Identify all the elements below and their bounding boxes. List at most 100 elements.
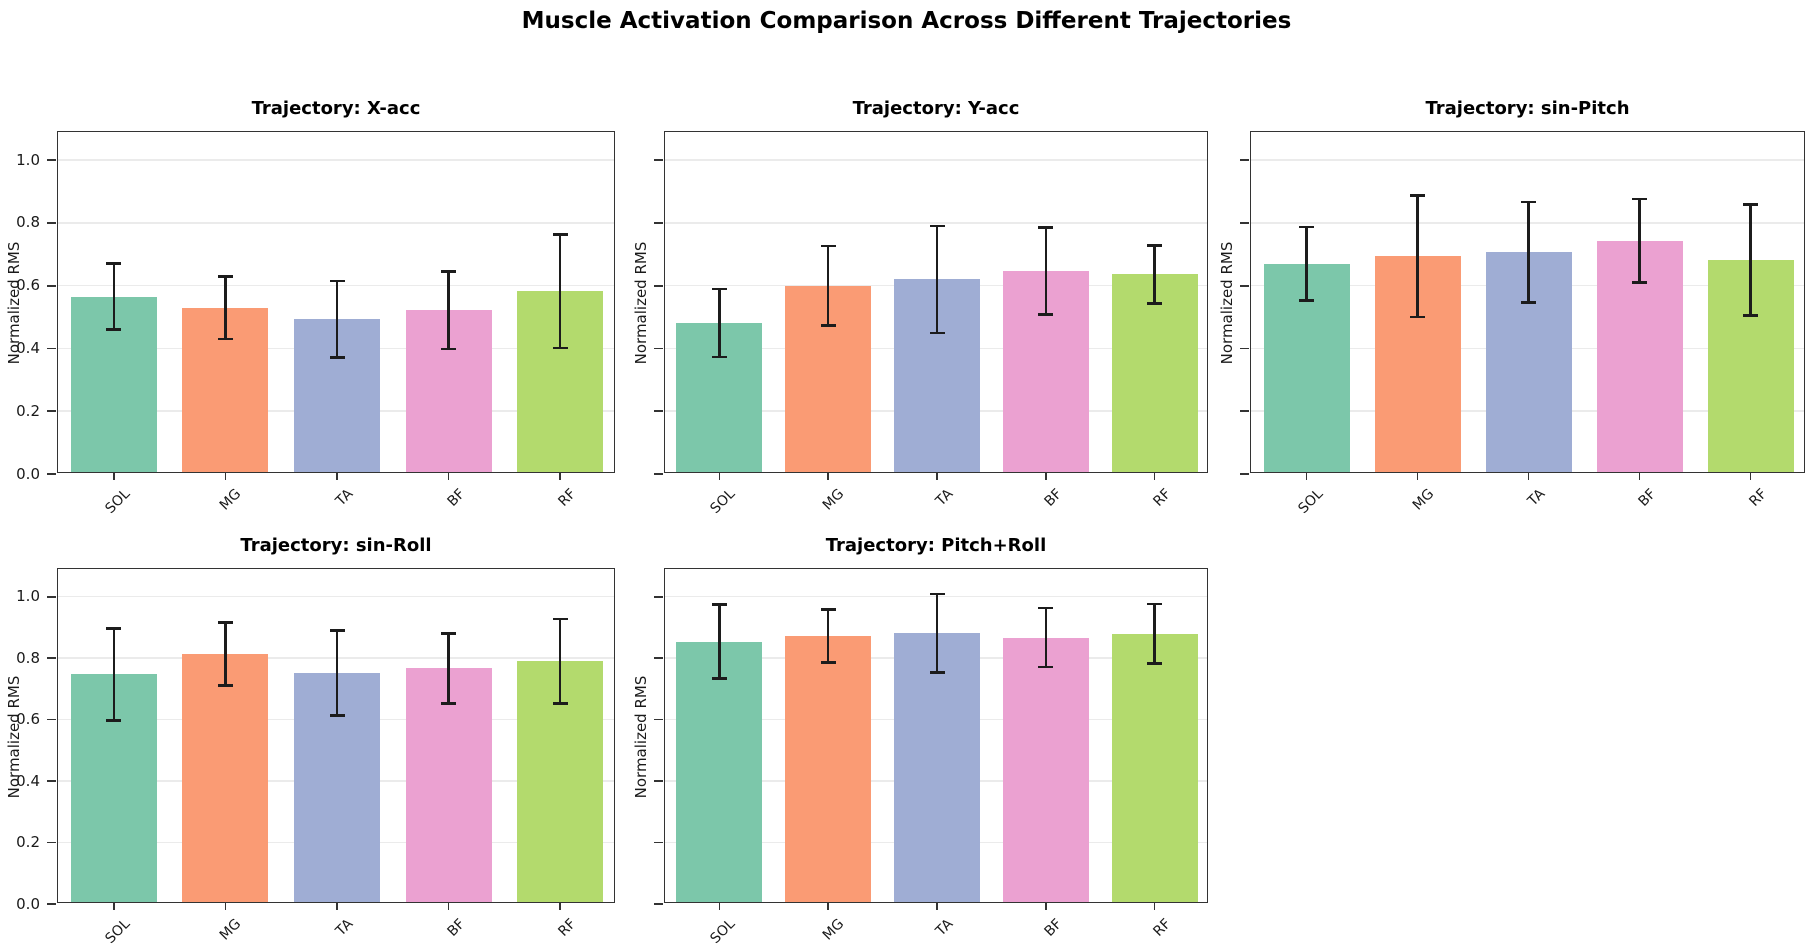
error-bar-cap — [441, 631, 457, 635]
bar-rf — [1111, 274, 1198, 473]
y-tick-mark — [47, 780, 57, 782]
x-tick-label-sol: SOL — [707, 916, 739, 947]
x-tick-label-rf: RF — [555, 916, 580, 940]
x-tick-mark — [559, 902, 562, 911]
bar-mg — [182, 654, 269, 903]
y-tick-mark — [47, 595, 57, 598]
error-bar-cap — [1038, 226, 1054, 229]
error-bar-mg — [1416, 195, 1419, 317]
y-tick-label: 0.4 — [16, 771, 40, 790]
y-tick-label: 0.4 — [16, 338, 40, 357]
error-bar-bf — [447, 633, 450, 704]
x-tick-label-rf: RF — [1745, 486, 1770, 510]
y-tick-mark — [1240, 347, 1250, 350]
error-bar-cap — [1743, 203, 1758, 206]
gridline — [665, 222, 1207, 224]
figure-title: Muscle Activation Comparison Across Diff… — [521, 8, 1292, 34]
x-tick-label-mg: MG — [217, 916, 245, 944]
gridline — [58, 595, 614, 598]
y-tick-mark — [47, 284, 57, 287]
subplot-trajectory-y-acc: Trajectory: Y-acc Normalized RMS SOL MG TA BF… — [632, 98, 1208, 517]
error-bar-cap — [820, 608, 836, 611]
y-tick-mark — [654, 718, 664, 721]
error-bar-mg — [827, 609, 830, 663]
y-tick-mark — [47, 903, 57, 905]
error-bar-rf — [559, 619, 562, 704]
bar-bf — [1002, 637, 1089, 903]
error-bar-cap — [1410, 315, 1425, 319]
subplot-trajectory-x-acc: Trajectory: X-acc Normalized RMS 0.0 0.2 0.4… — [5, 98, 615, 517]
y-tick-label: 0.8 — [16, 213, 40, 232]
error-bar-cap — [711, 677, 727, 680]
x-tick-label-rf: RF — [555, 486, 580, 510]
x-tick-label-mg: MG — [819, 486, 848, 514]
x-tick-mark — [559, 472, 562, 481]
x-tick-mark — [827, 902, 830, 911]
error-bar-cap — [1038, 312, 1054, 316]
error-bar-sol — [718, 604, 721, 679]
y-tick-label: 1.0 — [16, 587, 40, 606]
x-tick-mark — [224, 472, 227, 481]
x-tick-label-sol: SOL — [102, 486, 134, 517]
error-bar-cap — [711, 355, 727, 359]
error-bar-cap — [217, 684, 233, 687]
x-tick-mark — [112, 472, 115, 481]
y-tick-mark — [654, 903, 664, 905]
bar-bf — [405, 668, 492, 903]
error-bar-cap — [1632, 197, 1647, 201]
error-bar-cap — [1521, 301, 1536, 304]
error-bar-cap — [329, 713, 345, 717]
bar-mg — [785, 636, 872, 903]
error-bar-cap — [106, 719, 122, 722]
y-tick-label: 0.0 — [16, 464, 40, 483]
y-tick-mark — [654, 159, 664, 162]
x-tick-mark — [1749, 472, 1752, 481]
error-bar-cap — [711, 603, 727, 606]
x-tick-mark — [936, 472, 938, 481]
y-tick-label: 0.8 — [16, 648, 40, 667]
y-tick-mark — [47, 473, 57, 475]
y-tick-label: 0.6 — [16, 276, 40, 295]
error-bar-mg — [224, 622, 227, 686]
error-bar-sol — [1305, 227, 1308, 301]
y-tick-label: 0.2 — [16, 833, 40, 852]
x-tick-mark — [224, 902, 227, 911]
error-bar-cap — [1038, 606, 1054, 610]
y-axis-label: Normalized RMS — [632, 675, 650, 798]
x-tick-mark — [1044, 902, 1047, 911]
error-bar-cap — [1299, 299, 1314, 302]
error-bar-cap — [1743, 314, 1758, 317]
x-tick-mark — [1305, 472, 1308, 481]
subplot-title: Trajectory: Pitch+Roll — [825, 535, 1047, 556]
y-tick-mark — [1240, 473, 1250, 475]
error-bar-sol — [112, 263, 115, 330]
error-bar-rf — [1153, 604, 1156, 664]
x-tick-mark — [1153, 902, 1156, 911]
error-bar-bf — [1638, 199, 1641, 283]
x-tick-label-ta: TA — [1524, 486, 1548, 510]
y-tick-mark — [654, 222, 664, 224]
y-axis-label: Normalized RMS — [1218, 241, 1236, 365]
error-bar-cap — [441, 702, 457, 705]
error-bar-bf — [447, 271, 450, 350]
error-bar-ta — [935, 594, 939, 673]
error-bar-cap — [217, 621, 233, 625]
x-tick-label-rf: RF — [1150, 916, 1174, 940]
x-tick-label-rf: RF — [1150, 486, 1174, 510]
y-tick-mark — [1240, 159, 1250, 162]
error-bar-mg — [827, 245, 830, 326]
error-bar-cap — [1632, 281, 1647, 284]
x-tick-label-ta: TA — [932, 916, 957, 940]
gridline — [58, 159, 614, 161]
x-tick-label-bf: BF — [1635, 486, 1659, 510]
x-tick-mark — [336, 902, 338, 911]
subplot-title: Trajectory: X-acc — [251, 98, 421, 119]
x-tick-mark — [1638, 472, 1641, 481]
error-bar-cap — [1299, 225, 1314, 229]
y-tick-mark — [654, 347, 664, 350]
error-bar-cap — [1521, 200, 1536, 204]
y-tick-mark — [654, 780, 664, 782]
error-bar-rf — [559, 234, 562, 348]
y-tick-label: 1.0 — [16, 150, 40, 169]
error-bar-cap — [217, 275, 233, 278]
